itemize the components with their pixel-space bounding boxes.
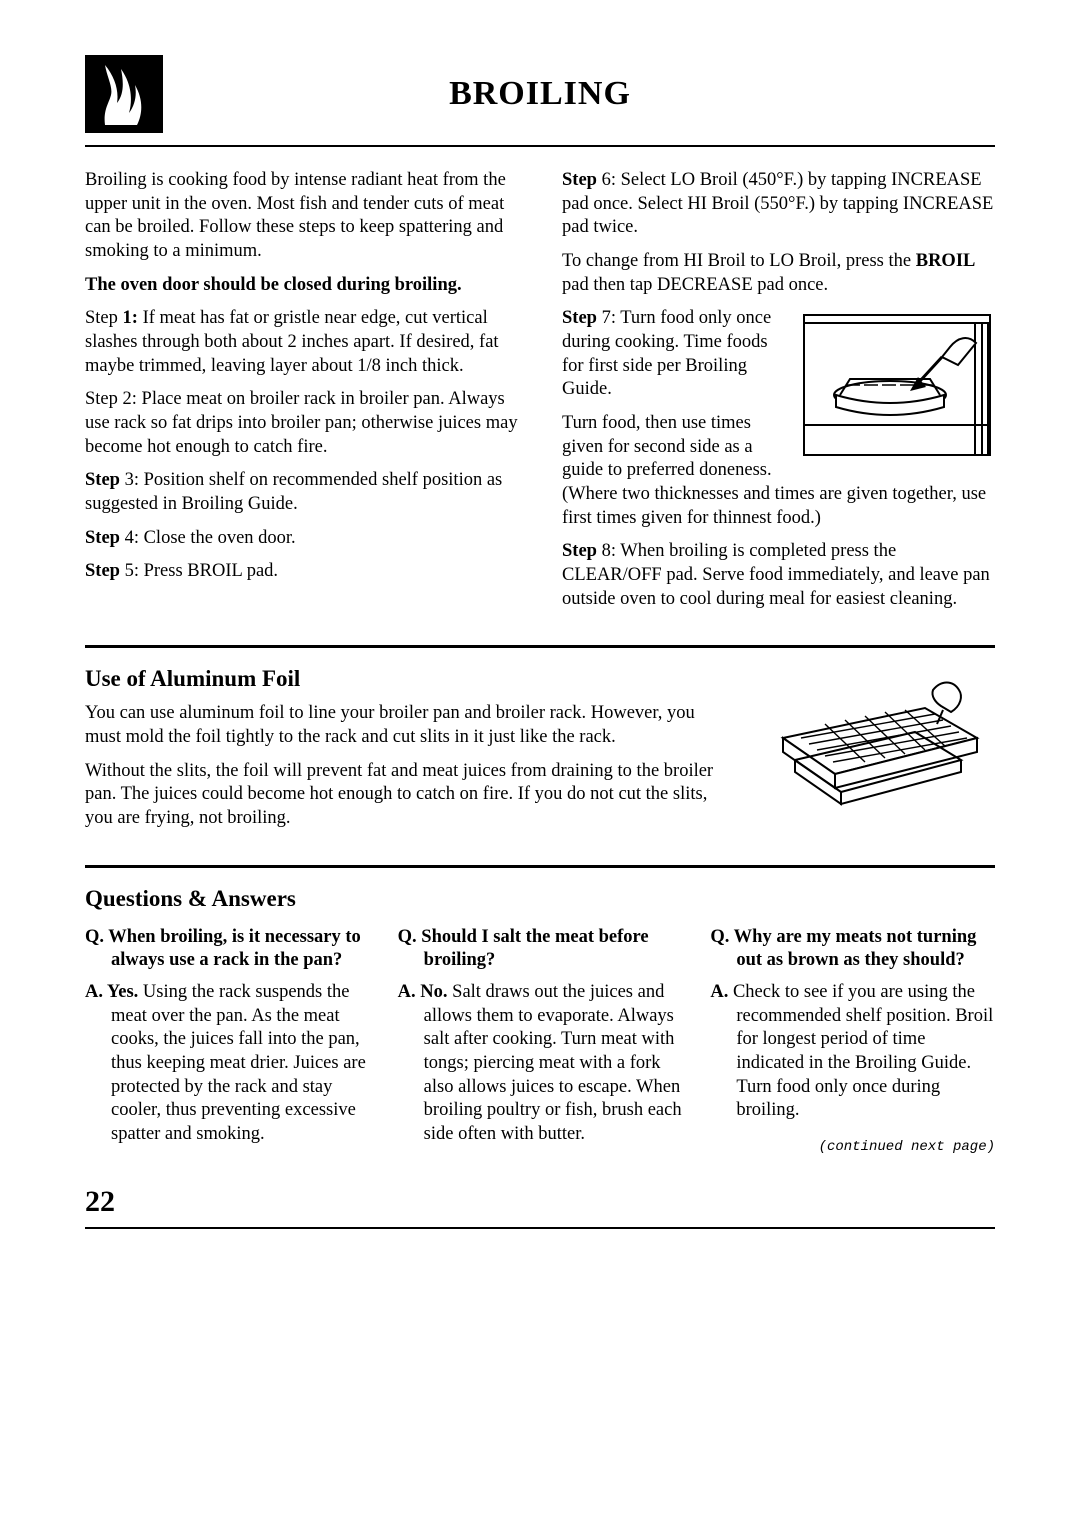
step-label: Step xyxy=(85,561,120,581)
qa-a-rest: Check to see if you are using the recomm… xyxy=(728,982,993,1120)
broil-change-note: To change from HI Broil to LO Broil, pre… xyxy=(562,250,995,297)
step-num: 1: xyxy=(123,308,138,328)
intro-paragraph: Broiling is cooking food by intense radi… xyxy=(85,169,518,264)
section-divider-1 xyxy=(85,645,995,648)
step-label: Step xyxy=(562,170,602,190)
step-num: 3: xyxy=(120,470,144,490)
top-rule xyxy=(85,145,995,147)
step-3: Step 3: Position shelf on recommended sh… xyxy=(85,469,518,516)
step-num: 5: xyxy=(120,561,144,581)
step-label: Step xyxy=(85,470,120,490)
qa-item: Q. When broiling, is it necessary to alw… xyxy=(85,926,370,1147)
step-num: 8: xyxy=(597,541,620,561)
qa-a-bold: A. xyxy=(710,982,728,1002)
text-post: pad then tap DECREASE pad once. xyxy=(562,275,828,295)
left-column: Broiling is cooking food by intense radi… xyxy=(85,169,518,621)
step-8: Step 8: When broiling is completed press… xyxy=(562,540,995,611)
step-1: Step 1: If meat has fat or gristle near … xyxy=(85,307,518,378)
step-text: When broiling is completed press the CLE… xyxy=(562,541,990,608)
header-row: BROILING xyxy=(85,55,995,133)
step-2: Step 2: Place meat on broiler rack in br… xyxy=(85,388,518,459)
qa-item: Q. Why are my meats not turning out as b… xyxy=(710,926,995,1123)
step-num: 6 xyxy=(602,170,611,190)
steps-two-col: Broiling is cooking food by intense radi… xyxy=(85,169,995,621)
qa-a-bold: A. No. xyxy=(398,982,448,1002)
door-note: The oven door should be closed during br… xyxy=(85,274,518,298)
qa-columns: Q. When broiling, is it necessary to alw… xyxy=(85,926,995,1163)
oven-illustration xyxy=(800,307,995,472)
step-text: Place meat on broiler rack in broiler pa… xyxy=(85,389,518,456)
qa-answer: A. No. Salt draws out the juices and all… xyxy=(398,981,683,1147)
page-number: 22 xyxy=(85,1185,115,1219)
step-num: 7: xyxy=(597,308,620,328)
text-pre: To change from HI Broil to LO Broil, pre… xyxy=(562,251,916,271)
qa-a-rest: Using the rack suspends the meat over th… xyxy=(111,982,366,1144)
step-text: Press BROIL pad. xyxy=(144,561,278,581)
qa-col-1: Q. When broiling, is it necessary to alw… xyxy=(85,926,370,1163)
page-number-rule xyxy=(85,1227,995,1229)
step-text: : Select LO Broil (450°F.) by tapping IN… xyxy=(562,170,993,237)
section-divider-2 xyxy=(85,865,995,868)
foil-text: Use of Aluminum Foil You can use aluminu… xyxy=(85,666,735,840)
step-label: Step xyxy=(85,308,123,328)
page-container: BROILING Broiling is cooking food by int… xyxy=(0,0,1080,1163)
foil-illustration xyxy=(765,666,995,840)
qa-a-bold: A. Yes. xyxy=(85,982,138,1002)
step-text: If meat has fat or gristle near edge, cu… xyxy=(85,308,499,375)
right-column: Step 6: Select LO Broil (450°F.) by tapp… xyxy=(562,169,995,621)
step-label: Step xyxy=(562,308,597,328)
page-title: BROILING xyxy=(85,75,995,113)
foil-heading: Use of Aluminum Foil xyxy=(85,666,735,692)
qa-answer: A. Yes. Using the rack suspends the meat… xyxy=(85,981,370,1147)
step-6: Step 6: Select LO Broil (450°F.) by tapp… xyxy=(562,169,995,240)
foil-section: Use of Aluminum Foil You can use aluminu… xyxy=(85,666,995,840)
continued-note: (continued next page) xyxy=(710,1139,995,1155)
qa-col-2: Q. Should I salt the meat before broilin… xyxy=(398,926,683,1163)
step-text: Close the oven door. xyxy=(144,528,296,548)
step-label: Step xyxy=(85,528,120,548)
step-text: Position shelf on recommended shelf posi… xyxy=(85,470,502,514)
qa-col-3: Q. Why are my meats not turning out as b… xyxy=(710,926,995,1163)
foil-p1: You can use aluminum foil to line your b… xyxy=(85,702,735,749)
step-num: 4: xyxy=(120,528,144,548)
qa-question: Q. Why are my meats not turning out as b… xyxy=(710,926,995,973)
qa-question: Q. When broiling, is it necessary to alw… xyxy=(85,926,370,973)
continued-text: (continued next page) xyxy=(819,1139,995,1155)
qa-heading: Questions & Answers xyxy=(85,886,995,912)
step-4: Step 4: Close the oven door. xyxy=(85,527,518,551)
qa-answer: A. Check to see if you are using the rec… xyxy=(710,981,995,1123)
foil-p2: Without the slits, the foil will prevent… xyxy=(85,760,735,831)
qa-a-rest: Salt draws out the juices and allows the… xyxy=(424,982,682,1144)
broil-bold: BROIL xyxy=(916,251,976,271)
qa-question: Q. Should I salt the meat before broilin… xyxy=(398,926,683,973)
step-label: Step xyxy=(562,541,597,561)
step-label: Step 2: xyxy=(85,389,142,409)
broiling-flame-icon xyxy=(85,55,163,133)
title-wrap: BROILING xyxy=(85,75,995,113)
qa-item: Q. Should I salt the meat before broilin… xyxy=(398,926,683,1147)
step-5: Step 5: Press BROIL pad. xyxy=(85,560,518,584)
